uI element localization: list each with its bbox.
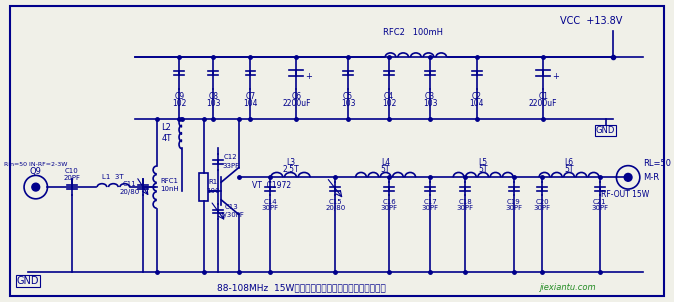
Text: C19: C19 [507, 199, 521, 205]
Text: L5: L5 [479, 158, 488, 167]
Text: 30PF: 30PF [456, 204, 474, 210]
Text: GND: GND [596, 126, 615, 135]
Text: L1  3T: L1 3T [102, 174, 123, 180]
Text: C5: C5 [343, 92, 353, 101]
Text: 20PF: 20PF [63, 175, 80, 181]
Text: C21: C21 [593, 199, 607, 205]
Text: 30PF: 30PF [506, 204, 522, 210]
Text: C12: C12 [224, 154, 238, 160]
Circle shape [624, 173, 632, 181]
Text: 5/30PF: 5/30PF [220, 212, 244, 218]
Text: C4: C4 [384, 92, 394, 101]
Text: +: + [305, 72, 312, 81]
Text: 103: 103 [206, 99, 220, 108]
Text: C13: C13 [225, 204, 239, 210]
Text: 5T: 5T [564, 165, 574, 174]
Text: C6: C6 [291, 92, 301, 101]
Text: 4T: 4T [161, 134, 172, 143]
Text: 100: 100 [207, 188, 220, 194]
Text: L3: L3 [286, 158, 295, 167]
Text: Q9: Q9 [30, 167, 42, 176]
Text: R1: R1 [209, 179, 218, 185]
Text: 20/80: 20/80 [119, 189, 140, 195]
Text: 30PF: 30PF [534, 204, 551, 210]
Text: C9: C9 [174, 92, 184, 101]
Text: C16: C16 [382, 199, 396, 205]
Text: 104: 104 [243, 99, 257, 108]
Text: C20: C20 [535, 199, 549, 205]
Text: 30PF: 30PF [591, 204, 609, 210]
Text: 88-108MHz  15W调频发射机高频功率放大器电路原理图: 88-108MHz 15W调频发射机高频功率放大器电路原理图 [217, 283, 386, 292]
Text: 103: 103 [423, 99, 437, 108]
Text: 102: 102 [382, 99, 396, 108]
Text: C3: C3 [425, 92, 435, 101]
Text: 103: 103 [341, 99, 355, 108]
Text: 30PF: 30PF [380, 204, 398, 210]
Text: 2.5T: 2.5T [282, 165, 299, 174]
Text: 2200uF: 2200uF [529, 99, 557, 108]
Text: C10: C10 [65, 169, 79, 175]
Text: C14: C14 [263, 199, 277, 205]
Text: 5T: 5T [479, 165, 488, 174]
Text: C11: C11 [123, 181, 136, 187]
Text: jiexiantu.com: jiexiantu.com [541, 283, 597, 292]
Text: C1: C1 [539, 92, 548, 101]
Text: 30PF: 30PF [421, 204, 439, 210]
Text: L4: L4 [381, 158, 390, 167]
Text: C18: C18 [458, 199, 472, 205]
Text: 30PF: 30PF [262, 204, 278, 210]
Text: C2: C2 [472, 92, 482, 101]
Text: 2200uF: 2200uF [282, 99, 311, 108]
Text: Rin=50 IN-RF=2-3W: Rin=50 IN-RF=2-3W [4, 162, 67, 167]
Text: RFC2   100mH: RFC2 100mH [384, 28, 443, 37]
Text: C17: C17 [423, 199, 437, 205]
Text: RFC1: RFC1 [160, 178, 179, 184]
Text: VT  C1972: VT C1972 [252, 181, 292, 190]
Text: C7: C7 [245, 92, 255, 101]
Text: 20/80: 20/80 [326, 204, 346, 210]
Text: 10nH: 10nH [160, 186, 179, 192]
Text: 104: 104 [470, 99, 484, 108]
Bar [199, 173, 208, 201]
Text: 33PF: 33PF [222, 163, 239, 169]
Circle shape [32, 183, 40, 191]
Text: 5T: 5T [381, 165, 390, 174]
Text: L6: L6 [565, 158, 574, 167]
Text: VCC  +13.8V: VCC +13.8V [560, 16, 622, 26]
Text: +: + [552, 72, 559, 81]
Text: 102: 102 [172, 99, 187, 108]
Text: C15: C15 [328, 199, 342, 205]
Text: M-R: M-R [643, 173, 659, 182]
Text: GND: GND [17, 276, 39, 286]
Text: RL=50: RL=50 [643, 159, 671, 168]
Text: L2: L2 [162, 123, 171, 132]
Text: RF-OUT 15W: RF-OUT 15W [601, 191, 649, 199]
Text: C8: C8 [208, 92, 218, 101]
